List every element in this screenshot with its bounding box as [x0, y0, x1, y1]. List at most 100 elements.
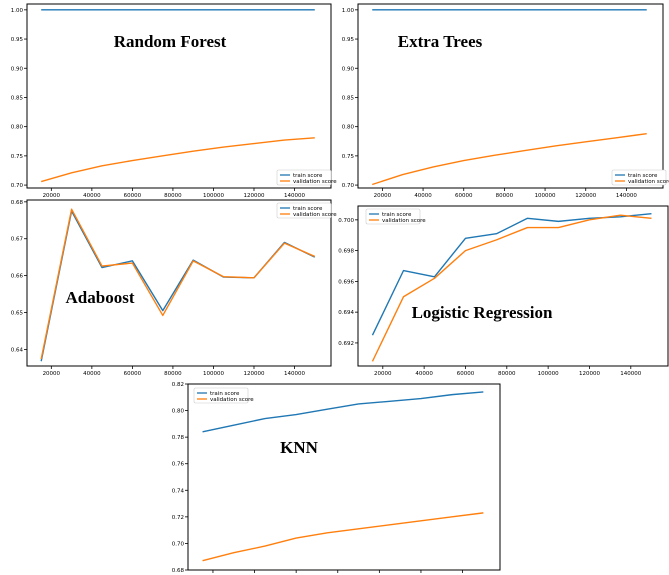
x-tick-label: 40000: [415, 371, 433, 377]
x-tick-label: 120000: [575, 193, 596, 199]
y-tick-label: 0.85: [11, 95, 24, 101]
x-tick-label: 40000: [414, 193, 432, 199]
legend-box: [193, 387, 249, 404]
y-tick-label: 0.75: [342, 154, 355, 160]
y-tick-label: 0.95: [342, 37, 355, 43]
y-tick-label: 0.698: [338, 249, 354, 255]
y-tick-label: 0.65: [11, 311, 24, 317]
x-tick-label: 40000: [83, 371, 101, 377]
y-tick-label: 0.74: [172, 488, 185, 494]
random-forest-title: Random Forest: [114, 32, 227, 51]
y-tick-label: 0.68: [172, 568, 185, 574]
x-tick-label: 120000: [243, 371, 264, 377]
x-tick-label: 80000: [164, 371, 182, 377]
x-tick-label: 100000: [535, 193, 556, 199]
extra-trees-title: Extra Trees: [398, 32, 483, 51]
random-forest-chart: 0.70 0.75 0.80 0.85 0.90 0.95 1.00 20000 40000 60…: [11, 3, 337, 199]
x-tick-label: 60000: [457, 371, 475, 377]
y-tick-label: 0.72: [172, 515, 184, 521]
y-tick-label: 0.68: [11, 200, 24, 206]
logistic-regression-plot-area: [357, 205, 669, 367]
y-tick-label: 0.75: [11, 154, 24, 160]
y-tick-label: 0.64: [11, 347, 24, 353]
x-tick-label: 140000: [284, 371, 305, 377]
y-tick-label: 0.66: [11, 274, 24, 280]
x-tick-label: 140000: [284, 193, 305, 199]
y-tick-label: 0.692: [338, 341, 354, 347]
x-tick-label: 100000: [538, 371, 559, 377]
y-tick-label: 0.85: [342, 95, 355, 101]
legend-label: validation score: [628, 179, 669, 185]
legend-label: validation score: [293, 179, 337, 185]
extra-trees-chart: 0.70 0.75 0.80 0.85 0.90 0.95 1.00 20000 40000 60…: [342, 3, 669, 199]
y-tick-label: 0.90: [11, 66, 24, 72]
knn-plot-area: [187, 383, 501, 571]
y-tick-label: 0.694: [338, 310, 354, 316]
y-tick-label: 0.82: [172, 382, 184, 388]
y-tick-label: 0.70: [11, 183, 24, 189]
y-tick-label: 0.70: [172, 541, 185, 547]
extra-trees-validation-score-line: [372, 132, 647, 186]
x-tick-label: 20000: [374, 193, 392, 199]
y-tick-label: 0.80: [172, 409, 185, 415]
extra-trees-plot-area: [357, 3, 664, 189]
adaboost-plot-area: [26, 199, 332, 367]
x-tick-label: 60000: [124, 193, 142, 199]
legend-box: [611, 169, 667, 186]
knn-chart: 0.680.700.720.740.760.780.800.8220000400…: [172, 382, 501, 574]
y-tick-label: 0.696: [338, 279, 354, 285]
adaboost-validation-score-line: [40, 208, 316, 360]
legend-box: [365, 208, 421, 225]
y-tick-label: 1.00: [11, 8, 24, 14]
x-tick-label: 20000: [43, 193, 61, 199]
x-tick-label: 60000: [124, 371, 142, 377]
y-tick-label: 0.95: [11, 37, 24, 43]
x-tick-label: 20000: [374, 371, 392, 377]
legend-label: train score: [293, 173, 323, 179]
y-tick-label: 0.80: [342, 125, 355, 131]
x-tick-label: 60000: [455, 193, 473, 199]
y-tick-label: 0.90: [342, 66, 355, 72]
logistic-regression-title: Logistic Regression: [412, 303, 553, 322]
legend-label: validation score: [210, 397, 254, 403]
legend-label: validation score: [382, 218, 426, 224]
x-tick-label: 80000: [164, 193, 182, 199]
legend-label: train score: [628, 173, 658, 179]
logistic-regression-chart: 0.692 0.694 0.696 0.698 0.700 20000 40000 60000…: [338, 205, 669, 377]
adaboost-train-score-line: [40, 210, 316, 362]
random-forest-plot-area: [26, 3, 332, 189]
knn-train-score-line: [202, 391, 484, 433]
logistic-regression-validation-score-line: [371, 214, 652, 362]
x-tick-label: 100000: [203, 193, 224, 199]
x-tick-label: 80000: [496, 193, 514, 199]
random-forest-validation-score-line: [40, 137, 315, 183]
x-tick-label: 140000: [620, 371, 641, 377]
x-tick-label: 120000: [243, 193, 264, 199]
y-tick-label: 0.78: [172, 435, 185, 441]
x-tick-label: 80000: [498, 371, 516, 377]
knn-title: KNN: [280, 438, 319, 457]
adaboost-title: Adaboost: [66, 288, 135, 307]
legend-box: [276, 202, 332, 219]
legend-label: train score: [382, 212, 412, 218]
legend-label: train score: [293, 206, 323, 212]
legend-label: validation score: [293, 212, 337, 218]
adaboost-chart: 0.64 0.65 0.66 0.67 0.68 20000 40000 60000 80000…: [11, 199, 337, 377]
y-tick-label: 0.700: [338, 218, 354, 224]
x-tick-label: 100000: [203, 371, 224, 377]
y-tick-label: 0.67: [11, 237, 24, 243]
x-tick-label: 20000: [43, 371, 61, 377]
knn-validation-score-line: [202, 512, 484, 562]
legend-box: [276, 169, 332, 186]
legend-label: train score: [210, 391, 240, 397]
x-tick-label: 40000: [83, 193, 101, 199]
y-tick-label: 0.80: [11, 125, 24, 131]
y-tick-label: 1.00: [342, 8, 355, 14]
x-tick-label: 120000: [579, 371, 600, 377]
